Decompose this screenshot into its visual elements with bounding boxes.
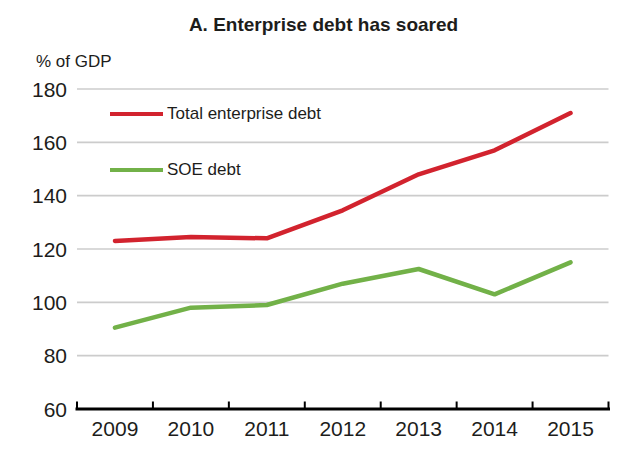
legend-line-green (110, 168, 163, 172)
legend-label: Total enterprise debt (167, 104, 321, 124)
line-chart: 60 80 100 120 140 160 180 2009 2010 2011 2012 2013 2… (0, 0, 631, 474)
legend-label: SOE debt (167, 160, 241, 180)
x-tick-label-2014: 2014 (471, 417, 518, 440)
legend-line-red (110, 112, 163, 116)
y-tick-label-60: 60 (44, 398, 67, 421)
y-tick-label-120: 120 (32, 238, 67, 261)
y-tick-label-80: 80 (44, 344, 67, 367)
y-tick-label-160: 160 (32, 131, 67, 154)
x-tick-label-2009: 2009 (92, 417, 139, 440)
legend-item-total-enterprise-debt: Total enterprise debt (110, 104, 321, 124)
legend-item-soe-debt: SOE debt (110, 160, 241, 180)
y-tick-label-140: 140 (32, 184, 67, 207)
chart-panel: A. Enterprise debt has soared % of GDP 6… (0, 0, 631, 474)
x-tick-label-2010: 2010 (168, 417, 215, 440)
y-tick-label-180: 180 (32, 78, 67, 101)
y-tick-label-100: 100 (32, 291, 67, 314)
x-tick-label-2015: 2015 (547, 417, 594, 440)
x-tick-label-2013: 2013 (395, 417, 442, 440)
x-tick-label-2012: 2012 (319, 417, 366, 440)
x-tick-label-2011: 2011 (244, 417, 289, 440)
series-line-1 (115, 262, 571, 327)
